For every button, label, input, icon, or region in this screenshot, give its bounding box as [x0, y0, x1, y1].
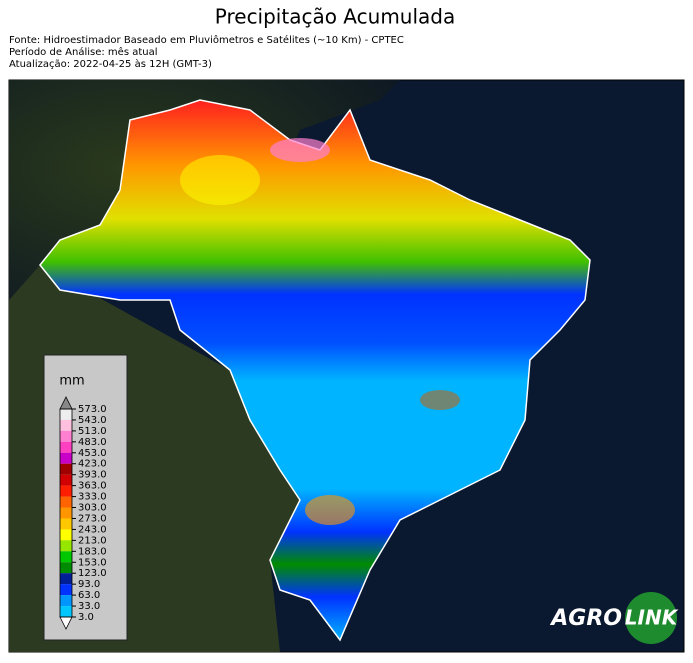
- color-bin: [60, 419, 72, 431]
- color-bin: [60, 584, 72, 596]
- source-line: Período de Análise: mês atual: [9, 46, 158, 58]
- tick-label: 33.0: [78, 601, 100, 612]
- tick-label: 93.0: [78, 579, 100, 590]
- logo: AGRO LINK: [549, 592, 679, 644]
- tick-label: 183.0: [78, 546, 107, 557]
- color-bin: [60, 606, 72, 617]
- tick-label: 333.0: [78, 492, 107, 503]
- color-bin: [60, 551, 72, 563]
- color-bin: [60, 540, 72, 552]
- tick-label: 123.0: [78, 568, 107, 579]
- color-bin: [60, 496, 72, 508]
- color-bin: [60, 518, 72, 530]
- tick-label: 63.0: [78, 590, 100, 601]
- tick-label: 543.0: [78, 415, 107, 426]
- tick-label: 243.0: [78, 524, 107, 535]
- precip-blob: [270, 138, 330, 162]
- source-line: Fonte: Hidroestimador Baseado em Pluviôm…: [9, 34, 404, 46]
- colorbar-frame: [59, 408, 73, 618]
- color-bin: [60, 452, 72, 464]
- legend-box: [43, 354, 128, 641]
- tick-label: 483.0: [78, 437, 107, 448]
- precip-blob: [180, 155, 260, 205]
- logo-circle: [625, 592, 677, 644]
- source-line: Atualização: 2022-04-25 às 12H (GMT-3): [9, 58, 212, 70]
- color-bin: [60, 474, 72, 486]
- color-bin: [60, 507, 72, 519]
- precip-blob: [420, 390, 460, 410]
- tick-label: 393.0: [78, 470, 107, 481]
- tick-label: 363.0: [78, 481, 107, 492]
- tick-label: 573.0: [78, 404, 107, 415]
- color-bin: [60, 529, 72, 541]
- color-bin: [60, 485, 72, 497]
- tick-label: 153.0: [78, 557, 107, 568]
- tick-label: 273.0: [78, 513, 107, 524]
- color-bin: [60, 441, 72, 453]
- tick-label: 3.0: [78, 612, 94, 623]
- title: Precipitação Acumulada: [215, 5, 455, 29]
- color-bin: [60, 595, 72, 607]
- color-bin: [60, 573, 72, 585]
- color-bin: [60, 562, 72, 574]
- legend-unit: mm: [59, 374, 84, 389]
- tick-label: 213.0: [78, 535, 107, 546]
- color-bin: [60, 430, 72, 442]
- logo-text: AGRO: [549, 606, 622, 631]
- color-bin: [60, 409, 72, 420]
- tick-label: 303.0: [78, 503, 107, 514]
- color-bin: [60, 463, 72, 475]
- precip-blob: [305, 495, 355, 525]
- precip-field: [39, 99, 591, 642]
- tick-label: 453.0: [78, 448, 107, 459]
- legend: mm 573.0543.0513.0483.0453.0423.0393.036…: [43, 354, 128, 641]
- logo-text: LINK: [625, 606, 679, 630]
- tick-label: 513.0: [78, 426, 107, 437]
- tick-label: 423.0: [78, 459, 107, 470]
